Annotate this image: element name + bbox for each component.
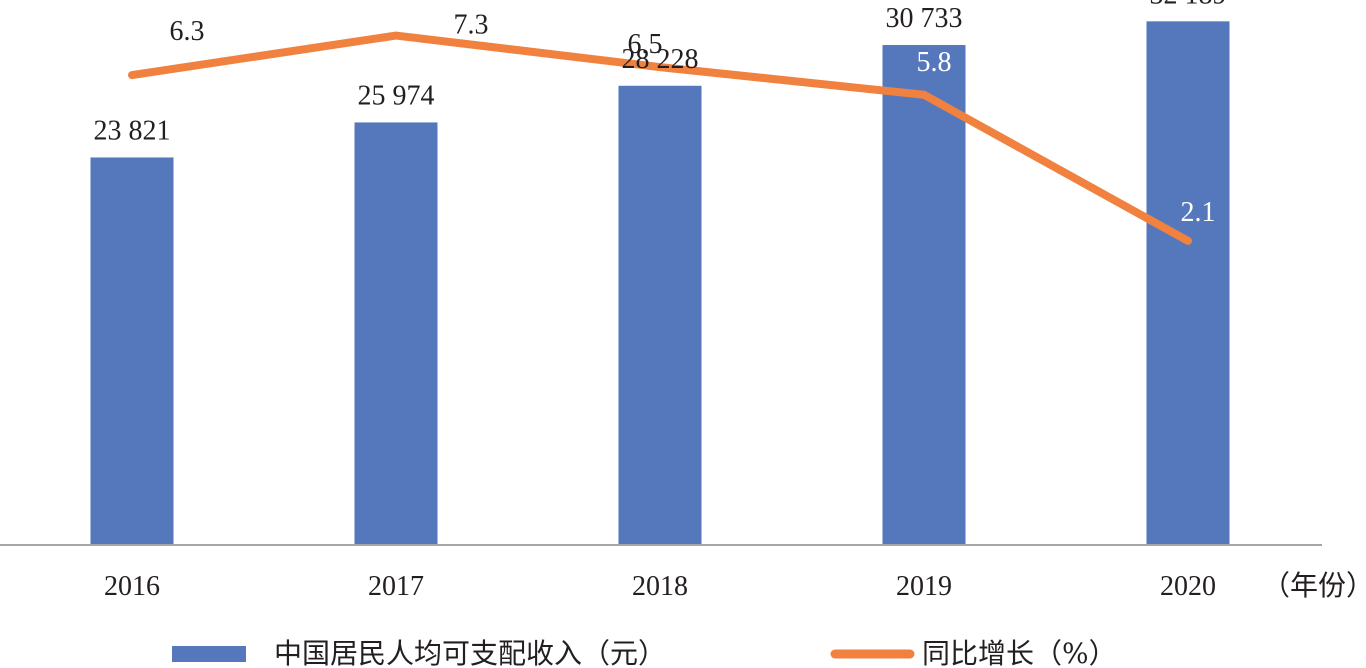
legend-bar-label: 中国居民人均可支配收入（元） xyxy=(274,637,666,668)
bar-2020 xyxy=(1146,21,1230,546)
bar-label-2016: 23 821 xyxy=(94,115,171,146)
x-tick-2018: 2018 xyxy=(632,571,688,602)
line-series xyxy=(128,31,1192,245)
x-tick-2019: 2019 xyxy=(896,571,952,602)
line-label-2020: 2.1 xyxy=(1181,197,1216,228)
x-unit-label: （年份） xyxy=(1262,569,1366,602)
bar-label-2017: 25 974 xyxy=(358,80,435,111)
x-tick-2017: 2017 xyxy=(368,571,424,602)
line-label-2017: 7.3 xyxy=(454,10,489,41)
legend-line-label: 同比增长（%） xyxy=(922,637,1117,668)
bar-label-2020: 32 189 xyxy=(1150,0,1227,10)
bar-2017 xyxy=(354,122,438,545)
legend: 中国居民人均可支配收入（元） 同比增长（%） xyxy=(172,637,1117,668)
bar-2018 xyxy=(618,85,702,545)
growth-line xyxy=(128,31,1192,245)
line-label-2019: 5.8 xyxy=(917,47,952,78)
bar-2019 xyxy=(882,45,966,545)
line-label-2016: 6.3 xyxy=(170,16,205,47)
x-tick-2016: 2016 xyxy=(104,571,160,602)
bar-label-2018: 28 228 xyxy=(622,44,699,75)
bar-series xyxy=(90,21,1230,546)
bar-value-labels: 23 821 25 974 28 228 30 733 32 189 xyxy=(94,0,1227,146)
bar-label-2019: 30 733 xyxy=(886,3,963,34)
x-tick-2020: 2020 xyxy=(1160,571,1216,602)
line-value-labels: 6.3 7.3 6.5 5.8 2.1 xyxy=(170,10,1216,228)
x-axis-ticks: 2016 2017 2018 2019 2020 xyxy=(104,571,1216,602)
bar-2016 xyxy=(90,157,174,545)
line-label-2018: 6.5 xyxy=(628,29,663,60)
legend-bar-swatch xyxy=(172,646,246,662)
